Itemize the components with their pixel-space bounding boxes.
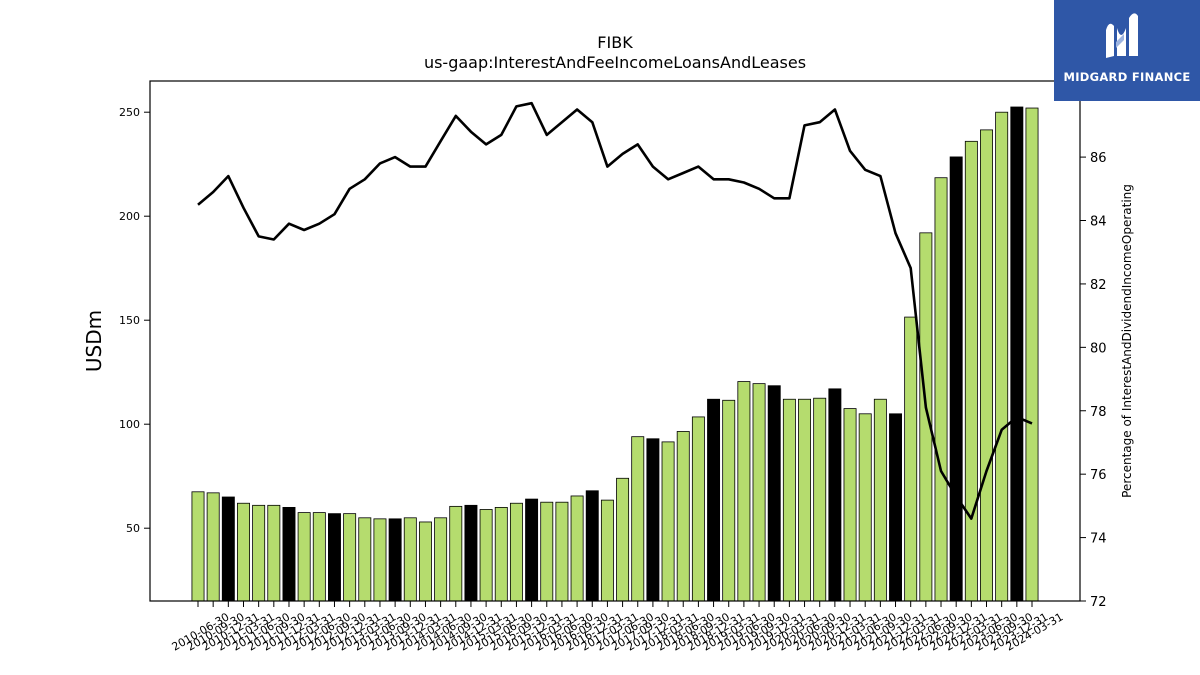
bar-2018-06-30: [676, 431, 690, 602]
bar-2013-12-31: [403, 517, 417, 602]
y-axis-label: USDm: [82, 310, 106, 372]
midgard-logo-icon: [1106, 13, 1138, 58]
y2-tick-label-72: 72: [1090, 595, 1107, 610]
bar-2017-12-31: [646, 438, 660, 602]
y2-tick-label-78: 78: [1090, 405, 1107, 420]
bar-2023-09-30: [995, 111, 1009, 602]
bar-2016-03-31: [540, 501, 554, 602]
bar-2013-09-30: [388, 518, 402, 602]
bar-2023-12-31: [1010, 106, 1024, 602]
chart-subtitle: us-gaap:InterestAndFeeIncomeLoansAndLeas…: [424, 53, 806, 72]
bar-2021-12-31: [889, 413, 902, 602]
bar-2011-12-31: [282, 506, 296, 602]
bar-2012-03-31: [297, 512, 311, 602]
y2-tick-label-82: 82: [1090, 278, 1107, 293]
line-group: [197, 101, 1033, 520]
bar-2018-12-31: [707, 398, 721, 602]
bar-2024-03-31: [1025, 107, 1039, 602]
y2-tick-label-86: 86: [1090, 151, 1107, 166]
bar-2014-03-31: [418, 521, 432, 602]
bar-2015-06-30: [494, 506, 508, 602]
y2-axis-label: Percentage of InterestAndDividendIncomeO…: [1120, 184, 1134, 498]
bar-2012-09-30: [328, 513, 341, 602]
brand-logo: MIDGARD FINANCE: [1054, 0, 1200, 101]
y-tick-label-150: 150: [119, 314, 140, 327]
bar-2021-03-31: [843, 408, 857, 602]
bar-2010-06-30: [191, 491, 205, 602]
y-tick-label-250: 250: [119, 106, 140, 119]
bar-2020-09-30: [813, 397, 827, 602]
bar-2018-03-31: [661, 441, 675, 602]
bar-2014-06-30: [434, 517, 448, 602]
bar-2021-09-30: [873, 398, 887, 602]
brand-name: MIDGARD FINANCE: [1063, 70, 1191, 84]
bar-2016-12-31: [585, 490, 599, 602]
bar-2017-06-30: [616, 477, 630, 602]
bar-2011-06-30: [252, 504, 266, 602]
bar-2023-06-30: [980, 129, 993, 602]
bar-2019-03-31: [722, 399, 736, 602]
bar-2011-09-30: [267, 504, 281, 602]
bar-2021-06-30: [858, 413, 872, 602]
y2-tick-label-84: 84: [1090, 215, 1107, 230]
bar-2017-09-30: [631, 436, 645, 602]
bar-2013-06-30: [373, 518, 387, 602]
bar-2012-12-31: [343, 513, 357, 602]
bar-2010-09-30: [206, 492, 220, 602]
bar-2016-06-30: [555, 501, 569, 602]
bar-2022-03-31: [904, 316, 918, 602]
bar-2016-09-30: [570, 495, 584, 602]
bar-2019-09-30: [752, 383, 766, 602]
bar-2020-06-30: [798, 398, 812, 602]
bar-2023-03-31: [964, 140, 978, 602]
y2-tick-label-80: 80: [1090, 341, 1107, 356]
bar-2020-03-31: [782, 398, 796, 602]
bar-2022-09-30: [934, 177, 948, 602]
bar-2022-06-30: [919, 232, 933, 602]
bar-2011-03-31: [237, 502, 250, 602]
bar-2014-09-30: [449, 505, 463, 602]
line-series: [197, 101, 1033, 520]
bar-2020-12-31: [828, 388, 842, 602]
y-tick-label-200: 200: [119, 210, 140, 223]
y-axis-left: 50 100 150 200 250: [119, 106, 150, 535]
bar-2015-12-31: [525, 498, 539, 602]
bar-2019-06-30: [737, 381, 751, 602]
bar-2015-03-31: [479, 509, 493, 602]
x-axis: 2010-06-302010-09-302010-12-312011-03-31…: [170, 601, 1066, 654]
bar-2017-03-31: [600, 499, 614, 602]
y-tick-label-100: 100: [119, 418, 140, 431]
y2-tick-label-76: 76: [1090, 468, 1107, 483]
bar-group: [191, 106, 1039, 602]
plot-frame: [149, 80, 1081, 602]
bar-2010-12-31: [221, 496, 235, 602]
bar-2019-12-31: [767, 385, 781, 602]
bar-2012-06-30: [312, 512, 326, 602]
bar-2018-09-30: [691, 416, 705, 602]
bar-2015-09-30: [509, 502, 523, 602]
bar-2013-03-31: [358, 517, 372, 602]
bar-2022-12-31: [949, 156, 963, 602]
y-tick-label-50: 50: [126, 522, 140, 535]
y-axis-right: 72 74 76 78 80 82 84 86: [1080, 151, 1107, 610]
bar-2014-12-31: [464, 504, 478, 602]
chart-title: FIBK: [597, 33, 633, 52]
y2-tick-label-74: 74: [1090, 532, 1107, 547]
